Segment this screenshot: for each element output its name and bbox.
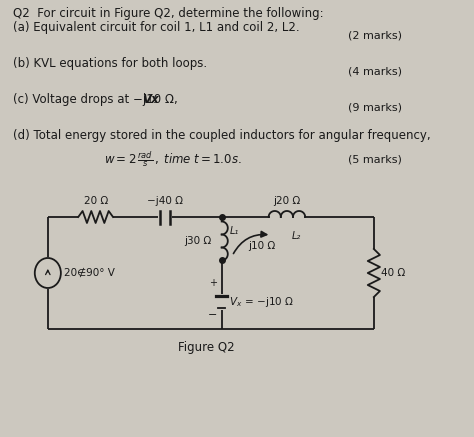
- Text: +: +: [209, 278, 217, 288]
- Text: .: .: [153, 93, 157, 106]
- Text: j30 Ω: j30 Ω: [184, 236, 211, 246]
- Text: (b) KVL equations for both loops.: (b) KVL equations for both loops.: [13, 57, 207, 70]
- Text: 20∉90° V: 20∉90° V: [64, 268, 115, 278]
- Text: Q2  For circuit in Figure Q2, determine the following:: Q2 For circuit in Figure Q2, determine t…: [13, 7, 324, 20]
- Text: −: −: [208, 310, 218, 320]
- Text: 40 Ω: 40 Ω: [381, 268, 405, 278]
- Text: (4 marks): (4 marks): [347, 67, 401, 77]
- FancyArrowPatch shape: [234, 232, 267, 253]
- Text: (d) Total energy stored in the coupled inductors for angular frequency,: (d) Total energy stored in the coupled i…: [13, 129, 431, 142]
- Text: (c) Voltage drops at −j10 Ω,: (c) Voltage drops at −j10 Ω,: [13, 93, 182, 106]
- Text: j20 Ω: j20 Ω: [273, 196, 301, 206]
- Text: (9 marks): (9 marks): [347, 103, 401, 113]
- Text: Figure Q2: Figure Q2: [178, 341, 234, 354]
- Text: L₂: L₂: [291, 231, 301, 241]
- Text: $w = 2\,\frac{rad}{s}$$\,,\;time\;t=1.0s.$: $w = 2\,\frac{rad}{s}$$\,,\;time\;t=1.0s…: [104, 149, 242, 169]
- Text: Vx: Vx: [142, 93, 158, 106]
- Text: −j40 Ω: −j40 Ω: [147, 196, 183, 206]
- Text: (5 marks): (5 marks): [348, 154, 401, 164]
- Text: (a) Equivalent circuit for coil 1, L1 and coil 2, L2.: (a) Equivalent circuit for coil 1, L1 an…: [13, 21, 300, 34]
- Text: j10 Ω: j10 Ω: [248, 241, 275, 251]
- Text: L₁: L₁: [229, 226, 239, 236]
- Text: 20 Ω: 20 Ω: [83, 196, 108, 206]
- Text: $V_x$$\,{=}\,$−j10 Ω: $V_x$$\,{=}\,$−j10 Ω: [228, 295, 294, 309]
- Text: (2 marks): (2 marks): [347, 31, 401, 41]
